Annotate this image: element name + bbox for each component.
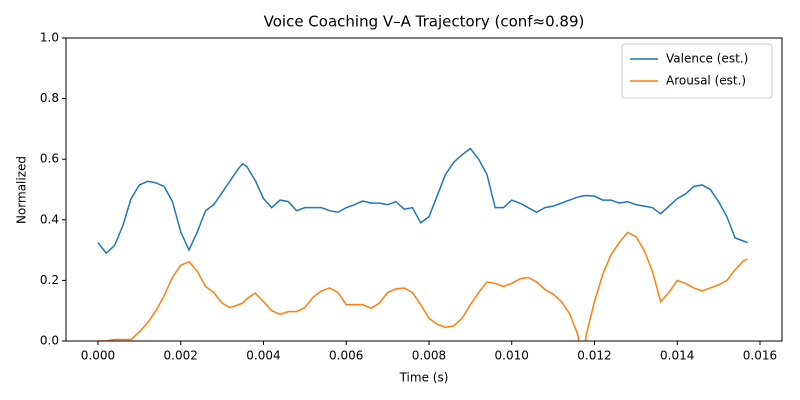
y-tick-label: 0.4: [40, 212, 59, 226]
x-tick-label: 0.004: [246, 349, 280, 363]
x-tick-label: 0.014: [660, 349, 694, 363]
x-axis-label: Time (s): [399, 371, 449, 385]
y-tick-label: 0.6: [40, 152, 59, 166]
y-tick-label: 0.0: [40, 334, 59, 348]
legend-label: Valence (est.): [666, 52, 748, 66]
y-tick-label: 0.8: [40, 91, 59, 105]
x-tick-label: 0.006: [329, 349, 363, 363]
chart-title: Voice Coaching V–A Trajectory (conf≈0.89…: [264, 13, 585, 31]
y-axis-label: Normalized: [15, 156, 29, 224]
series-line: [97, 147, 748, 255]
legend-box: [621, 43, 773, 99]
x-tick-label: 0.016: [743, 349, 777, 363]
x-tick-label: 0.010: [495, 349, 529, 363]
plot-area: [97, 147, 748, 341]
plot-frame: [65, 37, 783, 342]
x-tick-label: 0.000: [81, 349, 115, 363]
y-tick-label: 0.2: [40, 273, 59, 287]
x-tick-label: 0.012: [577, 349, 611, 363]
x-tick-label: 0.002: [164, 349, 198, 363]
y-tick-label: 1.0: [40, 31, 59, 45]
series-line: [97, 231, 748, 341]
legend-label: Arousal (est.): [666, 74, 746, 88]
x-tick-label: 0.008: [412, 349, 446, 363]
